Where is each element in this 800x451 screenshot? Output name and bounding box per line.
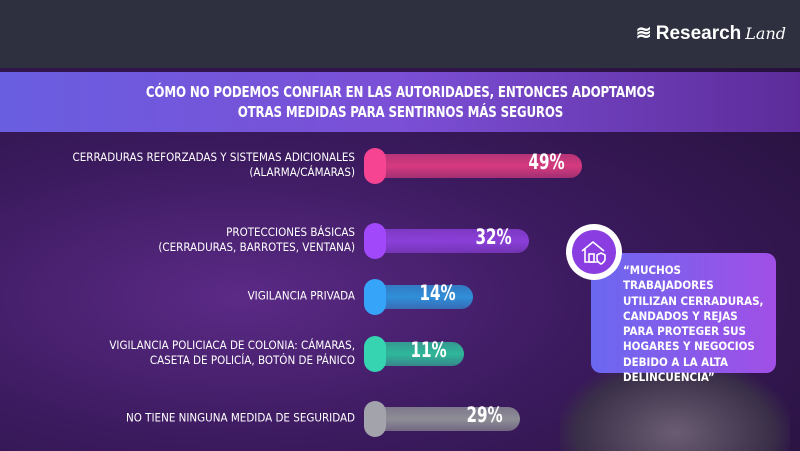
value-label: 29%: [466, 403, 503, 427]
bar-row: CERRADURAS REFORZADAS Y SISTEMAS ADICION…: [0, 145, 800, 185]
value-label: 32%: [475, 225, 512, 249]
category-label: CERRADURAS REFORZADAS Y SISTEMAS ADICION…: [72, 150, 356, 179]
callout-box: “MUCHOS TRABAJADORES UTILIZAN CERRADURAS…: [591, 253, 776, 384]
bar-cap: [364, 401, 386, 437]
bar: [370, 229, 530, 253]
category-label: PROTECCIONES BÁSICAS (CERRADURAS, BARROTE…: [158, 225, 355, 254]
title-band: CÓMO NO PODEMOS CONFIAR EN LAS AUTORIDAD…: [0, 72, 800, 132]
bar-cap: [364, 336, 386, 372]
category-label: VIGILANCIA PRIVADA: [247, 288, 355, 303]
logo-script: Land: [745, 24, 786, 43]
title-line-2: OTRAS MEDIDAS PARA SENTIRNOS MÁS SEGUROS: [237, 103, 563, 121]
value-label: 14%: [419, 281, 457, 305]
bar-row: NO TIENE NINGUNA MEDIDA DE SEGURIDAD 29%: [0, 398, 800, 438]
house-lock-icon: [566, 224, 622, 280]
category-label: NO TIENE NINGUNA MEDIDA DE SEGURIDAD: [126, 410, 355, 425]
title-line-1: CÓMO NO PODEMOS CONFIAR EN LAS AUTORIDAD…: [145, 83, 655, 101]
bar: [370, 285, 474, 309]
value-label: 49%: [528, 150, 565, 174]
top-bar: ≋ Research Land: [0, 0, 800, 68]
value-label: 11%: [410, 338, 447, 362]
bar-cap: [364, 148, 386, 184]
background-figure: [560, 360, 790, 451]
bar-row: PROTECCIONES BÁSICAS (CERRADURAS, BARROTE…: [0, 220, 800, 260]
category-label: VIGILANCIA POLICIACA DE COLONIA: CÁMARAS…: [109, 338, 355, 367]
logo-mark-icon: ≋: [635, 23, 652, 44]
bar-cap: [364, 279, 386, 315]
bar: [370, 154, 582, 178]
logo-text: Research: [655, 22, 742, 44]
bar-row: VIGILANCIA POLICIACA DE COLONIA: CÁMARAS…: [0, 333, 800, 373]
bar: [370, 407, 520, 431]
bar-cap: [364, 223, 386, 259]
researchland-logo: ≋ Research Land: [636, 22, 786, 45]
bar-row: VIGILANCIA PRIVADA 14%: [0, 276, 800, 316]
